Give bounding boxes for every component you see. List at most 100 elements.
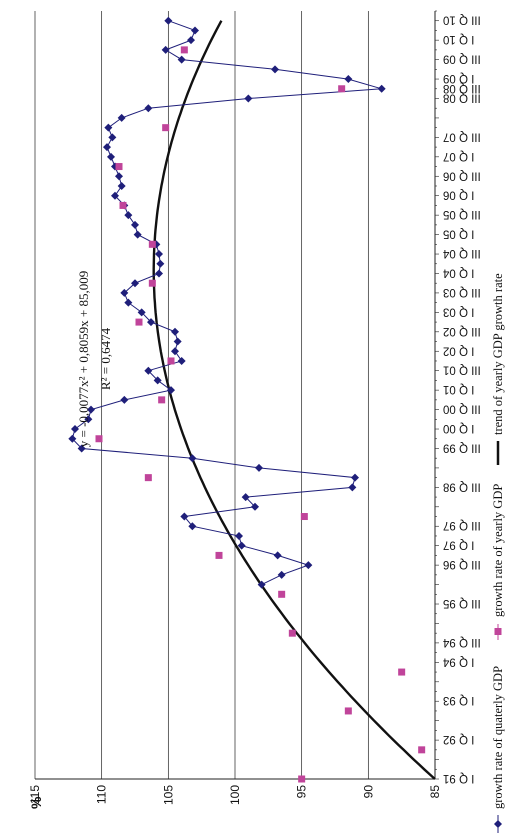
yearly-point (344, 707, 352, 715)
yearly-point (162, 124, 170, 132)
x-tick-label: III Q 03 (443, 286, 481, 298)
quarterly-point (133, 230, 142, 239)
quarterly-point (344, 75, 353, 84)
quarterly-point (155, 269, 163, 278)
quarterly-point (171, 327, 179, 336)
yearly-point (95, 435, 103, 443)
quarterly-point (244, 94, 253, 103)
x-tick-label: III Q 96 (443, 558, 481, 570)
quarterly-point (131, 279, 139, 288)
legend-item-yearly: growth rate of yearly GDP (491, 484, 505, 640)
quarterly-point (277, 570, 286, 579)
quarterly-point (103, 143, 111, 152)
yearly-point (418, 746, 426, 754)
gridlines (34, 11, 369, 779)
y-tick-label: 105 (161, 785, 175, 805)
yearly-point (215, 551, 223, 559)
x-tick-label: I Q 94 (442, 655, 474, 667)
x-tick-label: III Q 04 (442, 247, 480, 259)
annotations: y = -0,0077x² + 0,8059x + 85,009 R² = 0,… (76, 271, 113, 447)
quarterly-point (257, 580, 266, 589)
axes (35, 10, 439, 780)
x-tick-label: I Q 91 (443, 772, 474, 784)
quarterly-point (120, 395, 129, 404)
x-tick-label: III Q 06 (443, 169, 481, 181)
x-tick-label: III Q 99 (443, 441, 481, 453)
legend-item-quarterly: growth rate of quaterly GDP (491, 666, 505, 833)
quarterly-point (348, 483, 357, 492)
quarterly-point (304, 561, 313, 570)
yearly-point (167, 357, 175, 365)
legend-label-yearly: growth rate of yearly GDP (491, 484, 505, 617)
x-tick-label: I Q 09 (443, 72, 474, 84)
x-tick-label: I Q 06 (443, 189, 474, 201)
r2-text: R² = 0,6474 (98, 327, 113, 390)
quarterly-point (235, 531, 243, 540)
quarterly-point (237, 541, 246, 550)
x-tick-label: III Q 10 (443, 14, 481, 26)
y-tick-label: 95 (295, 785, 309, 799)
quarterly-point (137, 308, 146, 317)
quarterly-point (164, 16, 173, 25)
yearly-point (115, 163, 123, 171)
yearly-point (158, 396, 166, 404)
y-tick-label: 110 (95, 785, 109, 804)
x-tick-label: I Q 04 (442, 266, 474, 278)
legend-label-trend: trend of yearly GDP growth rate (491, 273, 505, 435)
x-tick-label: III Q 01 (443, 364, 481, 376)
square-marker-icon (494, 628, 502, 635)
quarterly-point (124, 298, 133, 307)
quarterly-point (180, 512, 189, 521)
x-tick-label: I Q 92 (443, 733, 474, 745)
quarterly-point (271, 65, 279, 74)
trend-line (152, 20, 436, 780)
x-tick-label: I Q 10 (443, 33, 474, 45)
quarterly-point (84, 415, 93, 424)
legend-label-quarterly: growth rate of quaterly GDP (491, 666, 505, 809)
series-yearly (95, 46, 426, 783)
quarterly-point (155, 250, 163, 259)
yearly-point (288, 629, 296, 637)
quarterly-point (251, 502, 259, 511)
legend: growth rate of quaterly GDP growth rate … (491, 273, 505, 833)
quarterly-point (144, 104, 153, 113)
trend-curve (152, 20, 436, 780)
y-tick-label: 100 (228, 785, 242, 805)
quarterly-point (147, 318, 155, 327)
y-tick-label: 115 (28, 785, 42, 804)
x-tick-label: I Q 02 (443, 344, 474, 356)
yearly-point (298, 775, 306, 783)
quarterly-point (156, 259, 165, 268)
quarterly-point (187, 36, 195, 45)
quarterly-point (177, 55, 186, 64)
equation-text: y = -0,0077x² + 0,8059x + 85,009 (76, 271, 91, 447)
quarterly-point (117, 113, 126, 122)
quarterly-point (104, 123, 113, 132)
quarterly-point (68, 434, 77, 443)
x-tick-label: III Q 08 (443, 82, 481, 94)
quarterly-point (241, 493, 250, 502)
quarterly-point (273, 551, 282, 560)
quarterly-point (77, 444, 86, 453)
quarterly-point (108, 133, 117, 142)
quarterly-point (177, 356, 186, 365)
x-tick-label: III Q 08 (443, 91, 481, 103)
yearly-point (135, 318, 143, 326)
x-tick-label: III Q 94 (442, 636, 480, 648)
quarterly-point (188, 454, 197, 463)
yearly-point (144, 474, 152, 482)
x-tick-label: I Q 00 (443, 422, 474, 434)
quarterly-point (377, 84, 386, 93)
x-tick-label: I Q 05 (443, 228, 474, 240)
quarterly-line (71, 20, 382, 586)
rotated-chart: I Q 91 I Q 92 I Q 93 I Q 94 III Q 94 III Q 95… (28, 10, 505, 833)
series-quarterly (68, 16, 386, 589)
quarterly-point (161, 45, 170, 54)
yearly-point (180, 46, 188, 54)
x-tick-labels: I Q 91 I Q 92 I Q 93 I Q 94 III Q 94 III Q 95… (442, 14, 480, 784)
quarterly-point (131, 220, 139, 229)
x-tick-label: III Q 98 (443, 480, 481, 492)
quarterly-point (71, 425, 79, 434)
quarterly-point (153, 376, 162, 385)
